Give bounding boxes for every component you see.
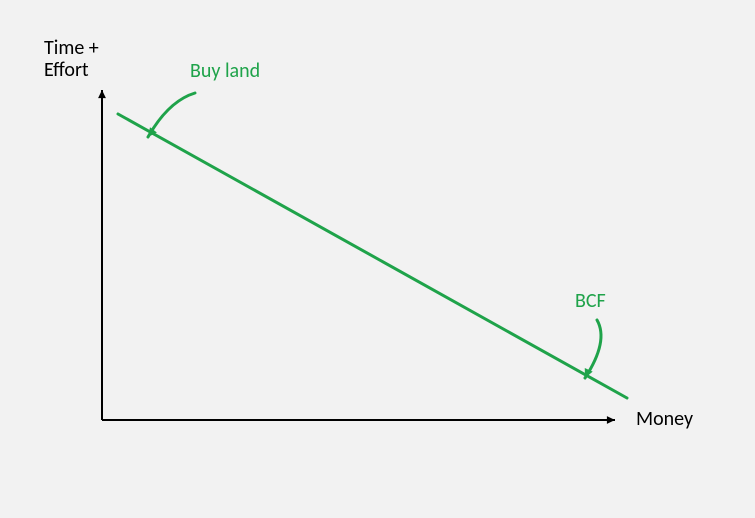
chart-stage: Time + Effort Money Buy land BCF bbox=[0, 0, 755, 518]
chart-svg bbox=[0, 0, 755, 518]
x-axis-label: Money bbox=[636, 408, 693, 430]
annotation-bcf-label: BCF bbox=[575, 290, 606, 312]
y-axis-label: Time + Effort bbox=[44, 37, 99, 81]
annotation-buyland-label: Buy land bbox=[190, 60, 260, 82]
